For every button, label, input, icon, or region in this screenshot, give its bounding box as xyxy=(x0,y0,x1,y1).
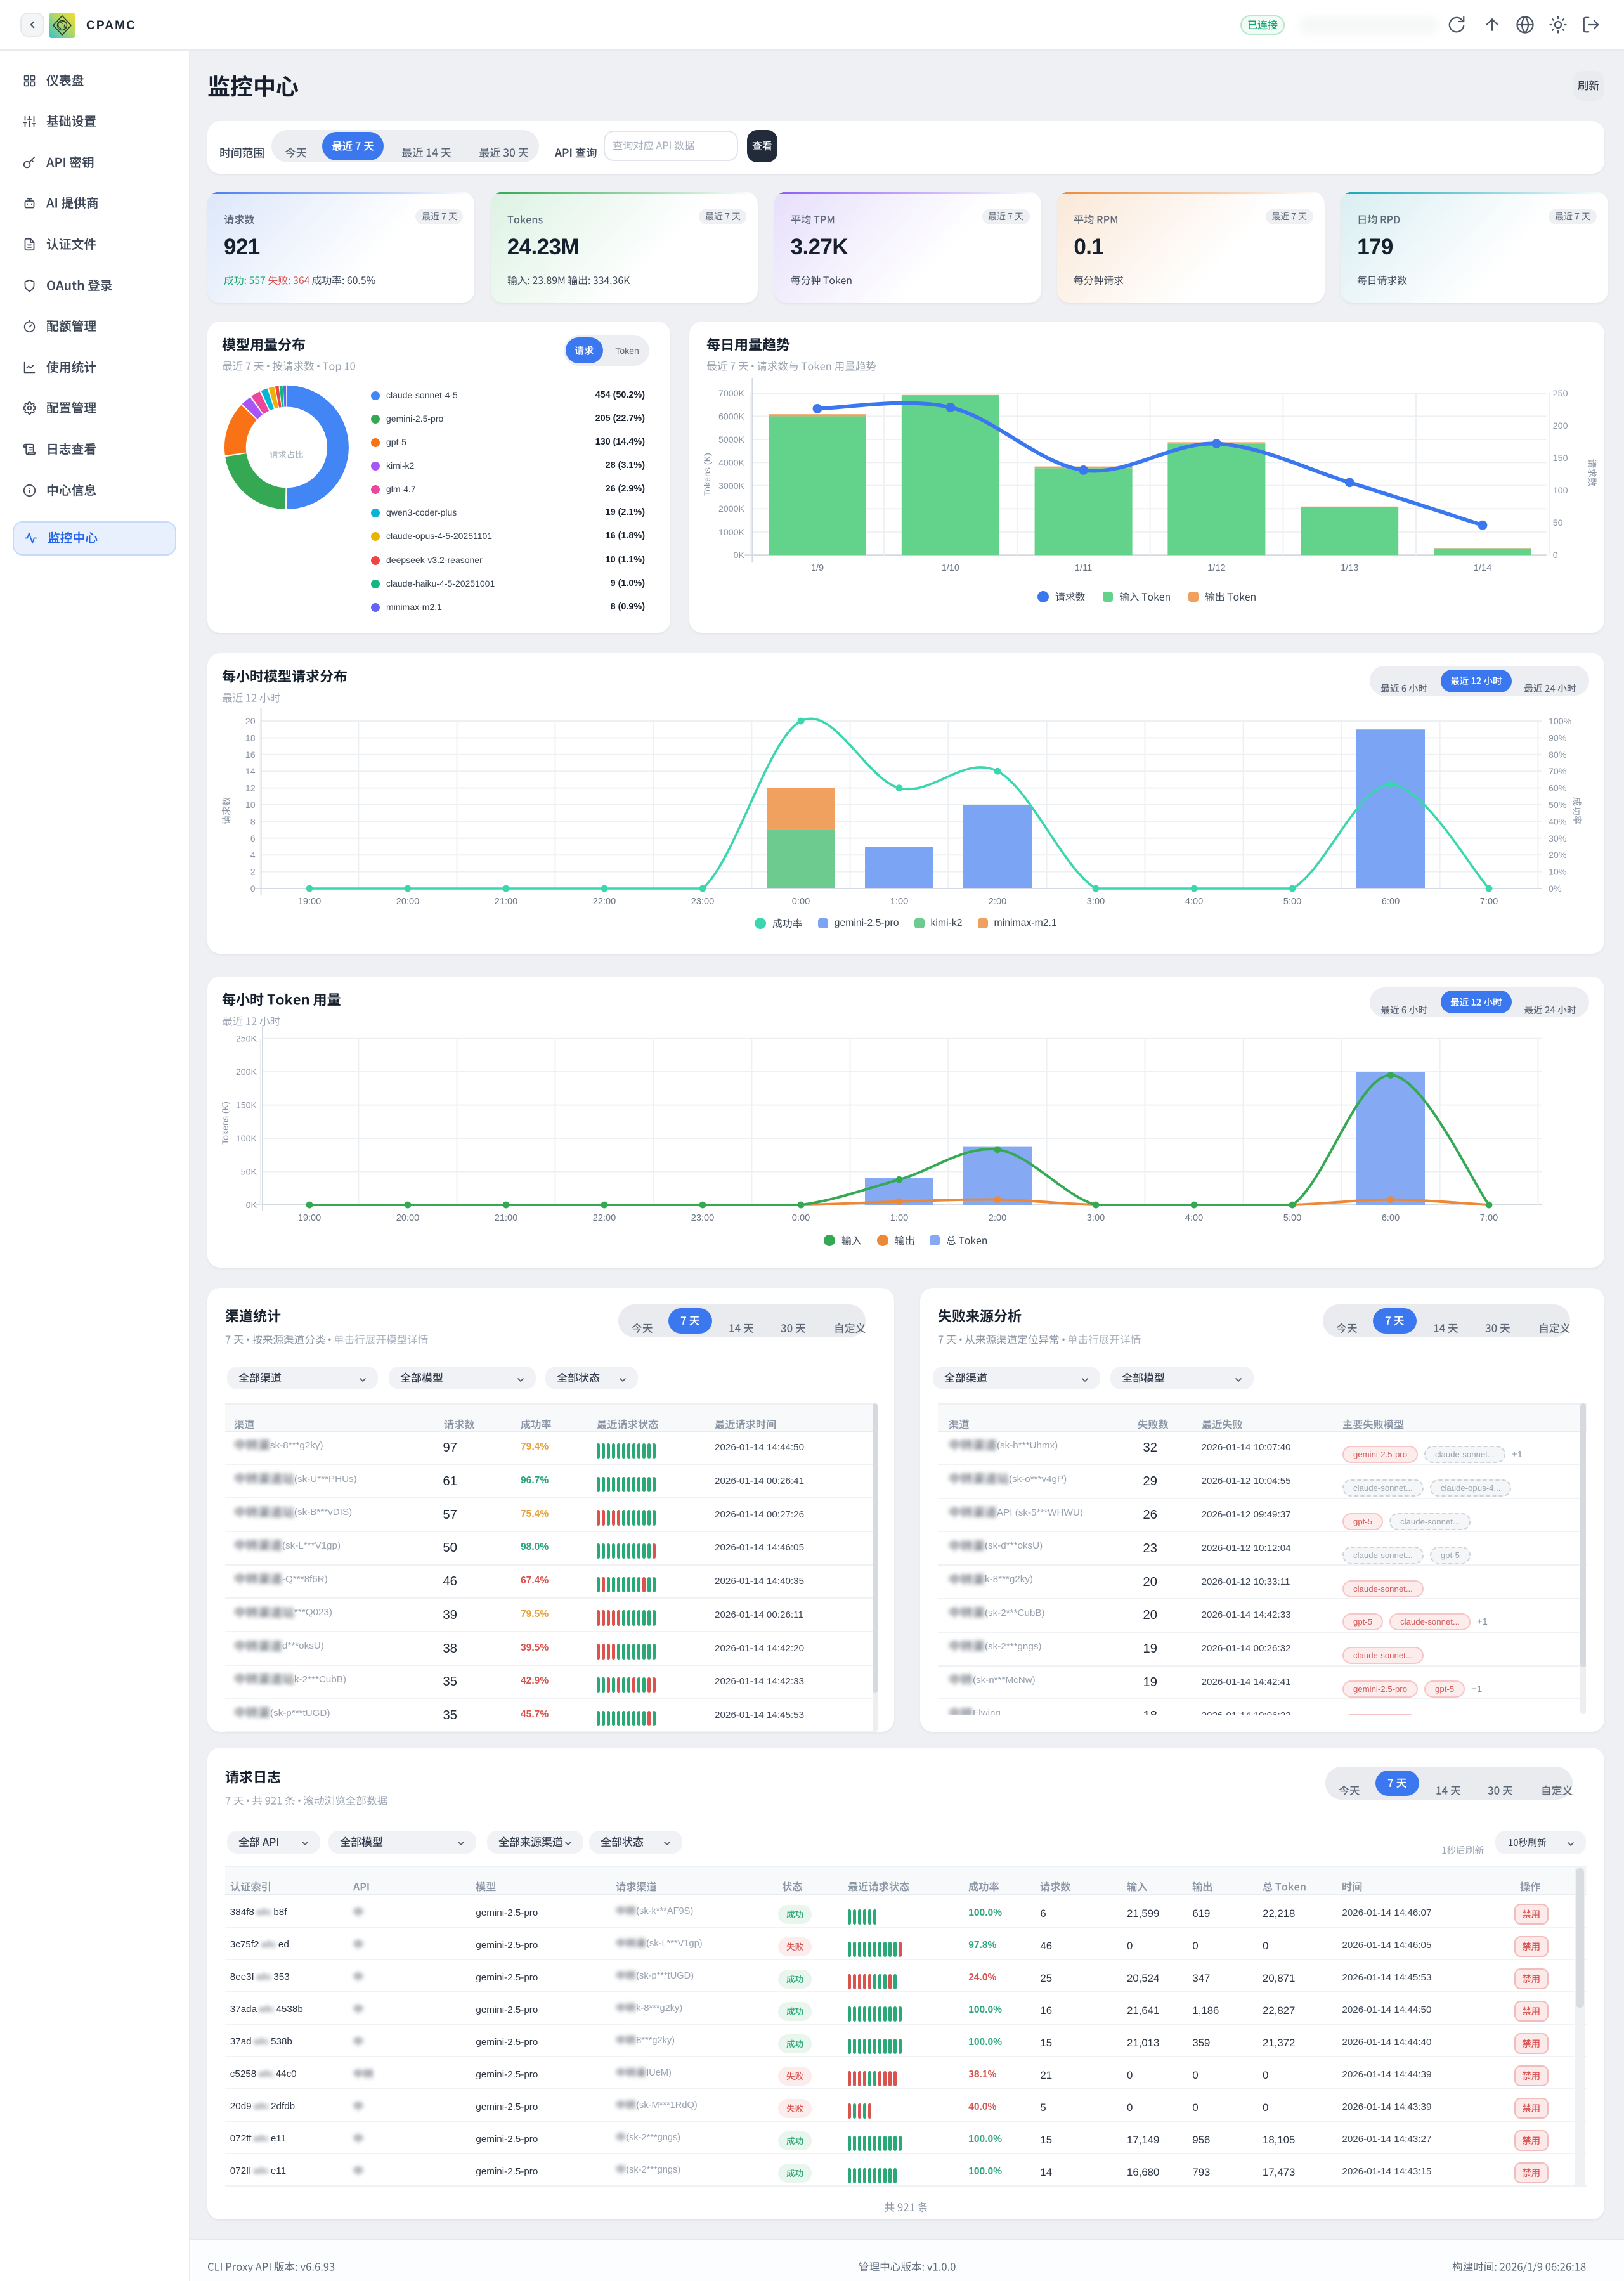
svg-text:4:00: 4:00 xyxy=(1185,897,1203,907)
svg-text:16: 16 xyxy=(245,750,256,760)
svg-text:250K: 250K xyxy=(236,1034,257,1044)
svg-text:50K: 50K xyxy=(241,1167,257,1178)
svg-text:3:00: 3:00 xyxy=(1087,897,1105,907)
svg-text:90%: 90% xyxy=(1549,733,1567,743)
svg-text:40%: 40% xyxy=(1549,817,1567,827)
svg-text:6:00: 6:00 xyxy=(1382,1213,1400,1223)
svg-text:1/10: 1/10 xyxy=(942,563,959,573)
svg-text:30%: 30% xyxy=(1549,834,1567,844)
svg-text:19:00: 19:00 xyxy=(298,1213,322,1223)
svg-text:80%: 80% xyxy=(1549,750,1567,760)
svg-text:50%: 50% xyxy=(1549,800,1567,810)
svg-text:50: 50 xyxy=(1553,518,1563,528)
svg-text:150K: 150K xyxy=(236,1101,257,1111)
svg-text:18: 18 xyxy=(245,733,256,743)
svg-text:7:00: 7:00 xyxy=(1480,897,1498,907)
svg-text:3000K: 3000K xyxy=(718,481,745,491)
svg-text:14: 14 xyxy=(245,767,256,777)
svg-text:19:00: 19:00 xyxy=(298,897,322,907)
svg-text:0K: 0K xyxy=(246,1200,257,1211)
svg-text:22:00: 22:00 xyxy=(593,1213,616,1223)
svg-text:2:00: 2:00 xyxy=(989,1213,1006,1223)
svg-text:6: 6 xyxy=(250,834,256,844)
svg-text:100%: 100% xyxy=(1549,717,1572,727)
svg-text:150: 150 xyxy=(1553,453,1568,464)
svg-text:0:00: 0:00 xyxy=(792,1213,810,1223)
svg-text:4: 4 xyxy=(250,850,256,861)
svg-text:2000K: 2000K xyxy=(718,504,745,514)
svg-text:5:00: 5:00 xyxy=(1283,897,1301,907)
svg-text:22:00: 22:00 xyxy=(593,897,616,907)
svg-text:7:00: 7:00 xyxy=(1480,1213,1498,1223)
svg-text:10: 10 xyxy=(245,800,256,810)
svg-text:70%: 70% xyxy=(1549,767,1567,777)
svg-text:1/11: 1/11 xyxy=(1075,563,1092,573)
svg-text:200: 200 xyxy=(1553,421,1568,431)
svg-text:20:00: 20:00 xyxy=(396,1213,420,1223)
svg-text:10%: 10% xyxy=(1549,868,1567,878)
svg-text:5000K: 5000K xyxy=(718,435,745,445)
svg-text:1000K: 1000K xyxy=(718,528,745,538)
svg-text:0%: 0% xyxy=(1549,884,1562,894)
svg-text:1/13: 1/13 xyxy=(1341,563,1358,573)
svg-text:5:00: 5:00 xyxy=(1283,1213,1301,1223)
svg-text:200K: 200K xyxy=(236,1067,257,1077)
svg-text:21:00: 21:00 xyxy=(495,1213,518,1223)
svg-text:20%: 20% xyxy=(1549,850,1567,861)
svg-text:100: 100 xyxy=(1553,486,1568,496)
svg-text:21:00: 21:00 xyxy=(495,897,518,907)
svg-text:2:00: 2:00 xyxy=(989,897,1006,907)
svg-text:0: 0 xyxy=(1553,550,1558,561)
svg-text:20:00: 20:00 xyxy=(396,897,420,907)
svg-text:1/14: 1/14 xyxy=(1474,563,1491,573)
svg-text:0:00: 0:00 xyxy=(792,897,810,907)
svg-text:3:00: 3:00 xyxy=(1087,1213,1105,1223)
svg-text:20: 20 xyxy=(245,717,256,727)
svg-text:6:00: 6:00 xyxy=(1382,897,1400,907)
svg-text:6000K: 6000K xyxy=(718,412,745,422)
svg-text:23:00: 23:00 xyxy=(691,897,715,907)
svg-text:1:00: 1:00 xyxy=(890,897,908,907)
svg-text:12: 12 xyxy=(245,784,256,794)
svg-text:4:00: 4:00 xyxy=(1185,1213,1203,1223)
svg-text:100K: 100K xyxy=(236,1134,257,1144)
svg-text:0: 0 xyxy=(250,884,256,894)
svg-text:1:00: 1:00 xyxy=(890,1213,908,1223)
svg-text:60%: 60% xyxy=(1549,784,1567,794)
svg-text:250: 250 xyxy=(1553,389,1568,399)
svg-text:7000K: 7000K xyxy=(718,389,745,399)
svg-text:1/9: 1/9 xyxy=(811,563,824,573)
svg-text:8: 8 xyxy=(250,817,256,827)
svg-text:1/12: 1/12 xyxy=(1207,563,1225,573)
svg-text:2: 2 xyxy=(250,868,256,878)
svg-text:23:00: 23:00 xyxy=(691,1213,715,1223)
svg-text:0K: 0K xyxy=(734,550,745,561)
svg-text:4000K: 4000K xyxy=(718,458,745,468)
